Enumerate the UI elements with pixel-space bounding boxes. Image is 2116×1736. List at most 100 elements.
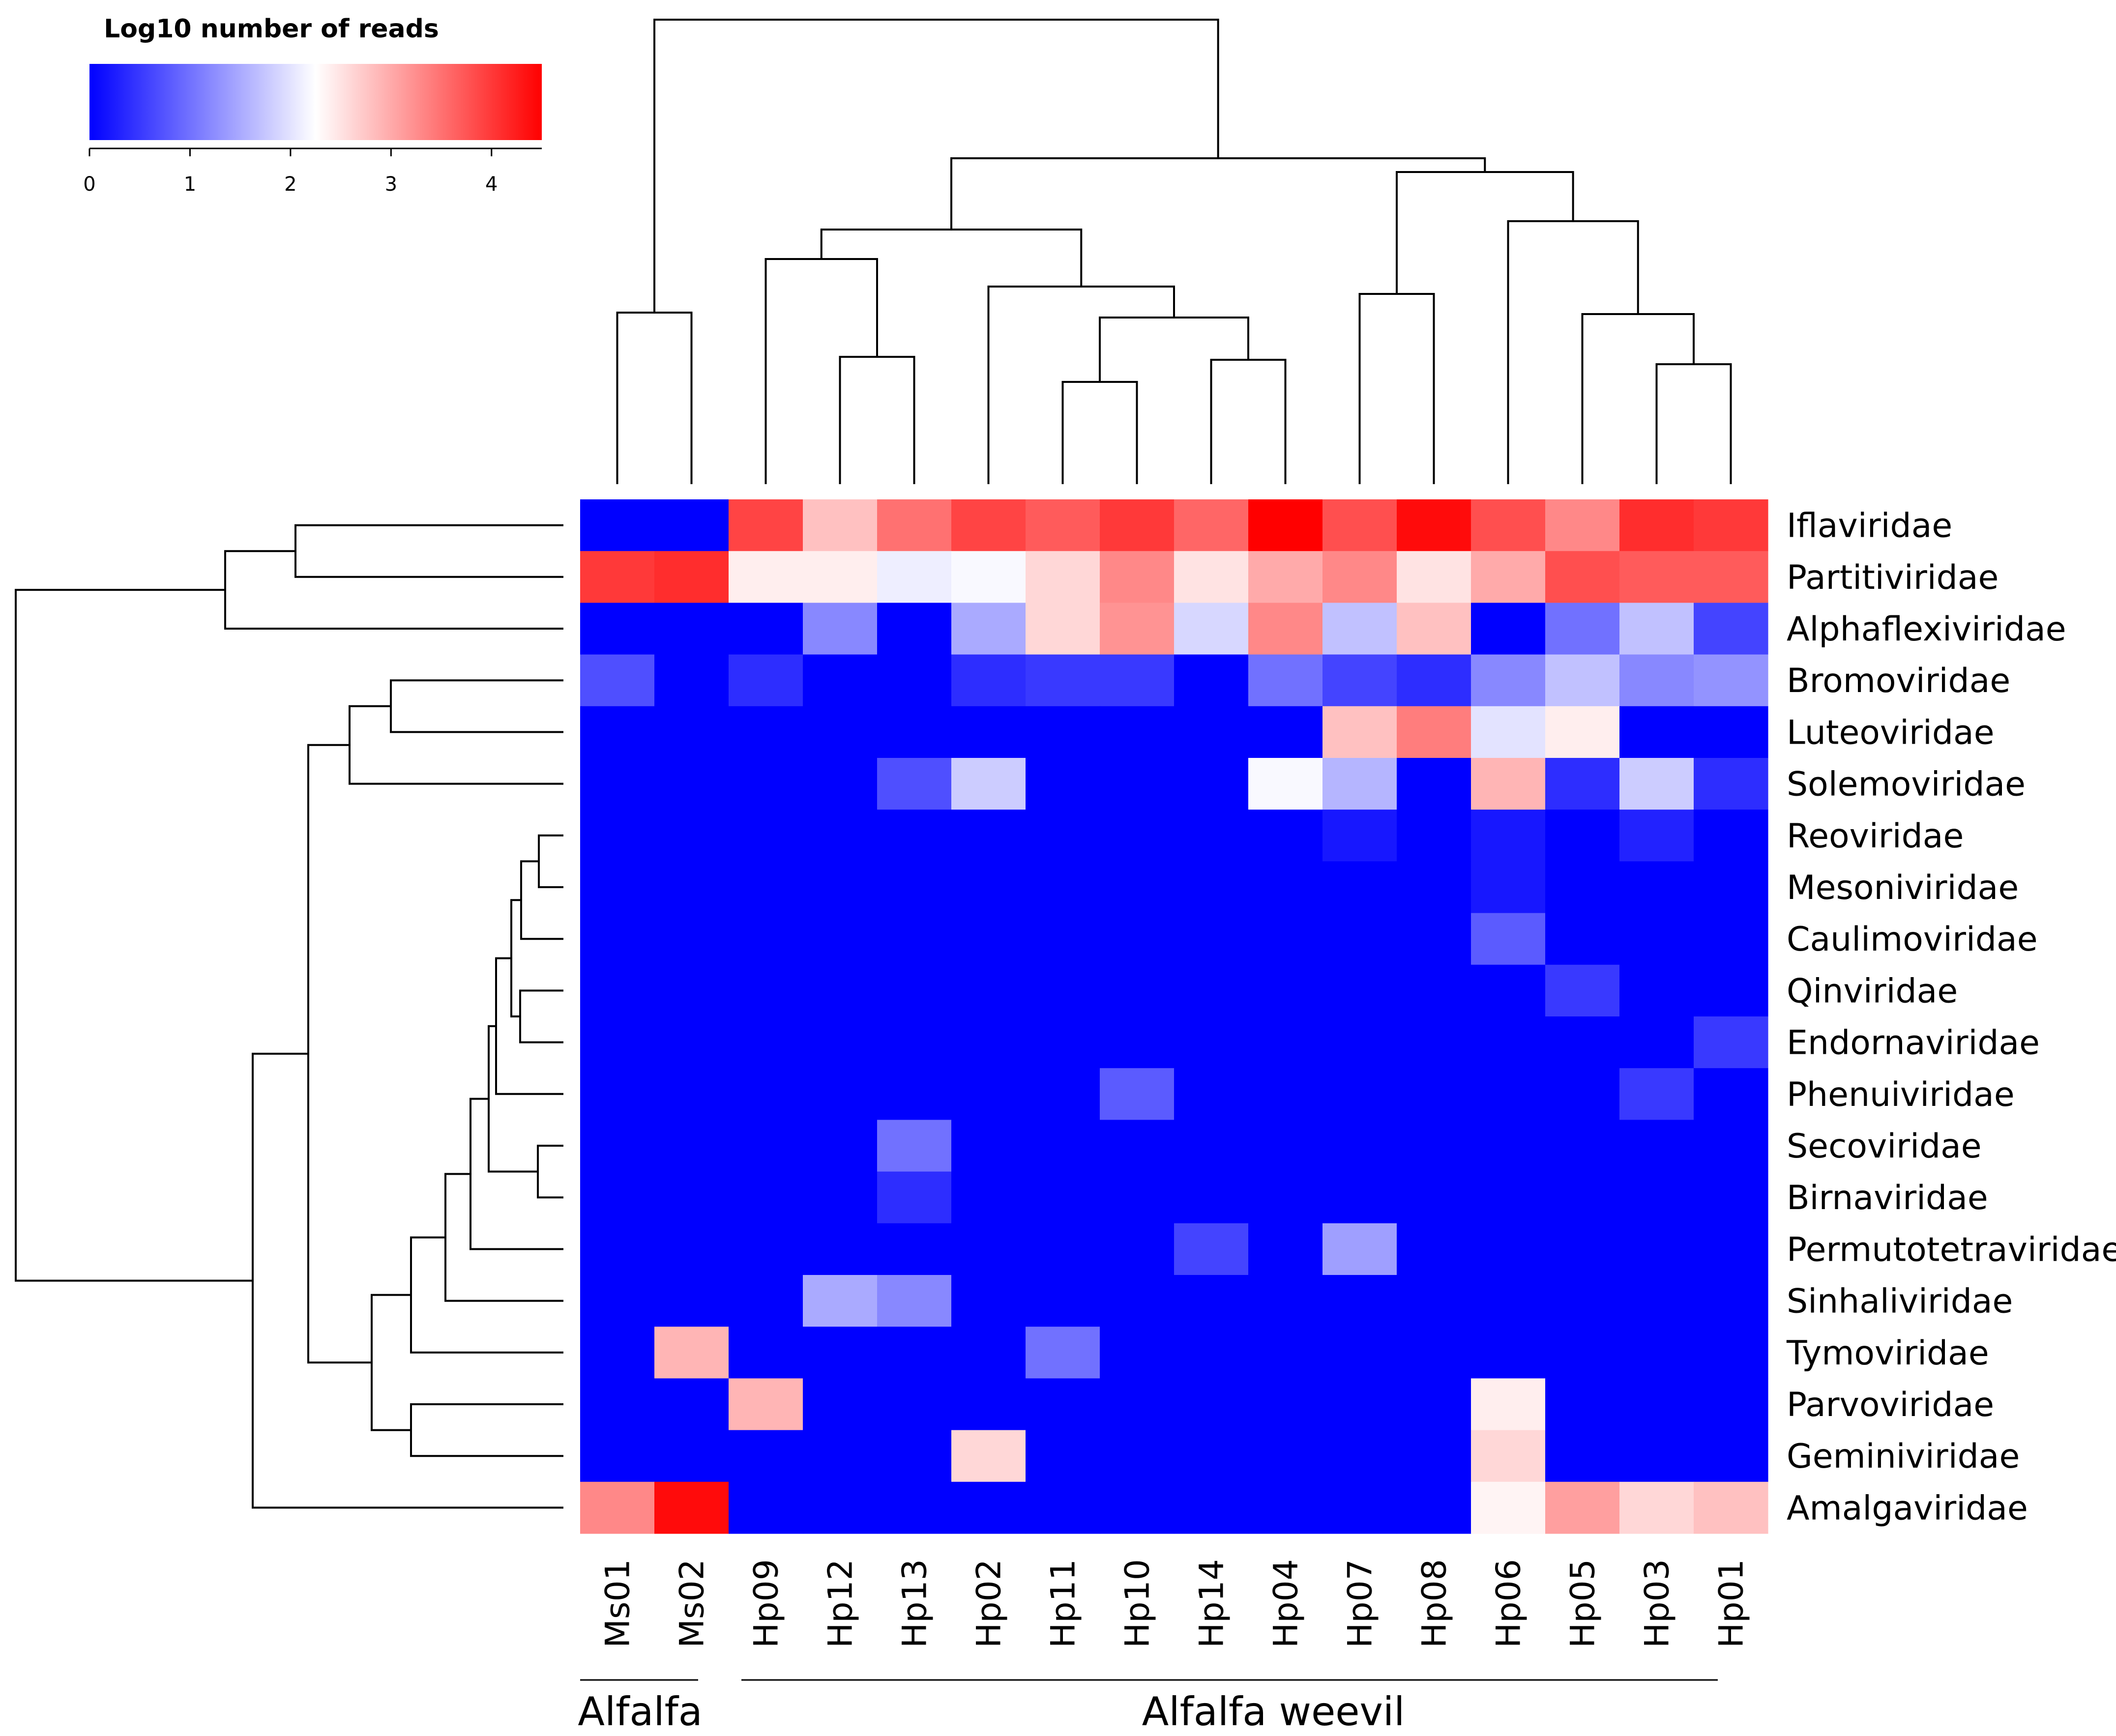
heatmap-cell — [1026, 706, 1100, 758]
heatmap-cell — [1174, 654, 1249, 707]
heatmap-cell — [729, 706, 803, 758]
heatmap-cell — [1619, 1171, 1694, 1224]
heatmap-cell — [729, 861, 803, 914]
heatmap-cell — [803, 1171, 878, 1224]
heatmap-cell — [580, 913, 655, 965]
heatmap-cell — [1694, 654, 1768, 707]
heatmap-cell — [580, 1378, 655, 1431]
heatmap-cell — [1248, 603, 1323, 655]
heatmap-cell — [1248, 1068, 1323, 1120]
heatmap-cell — [580, 964, 655, 1017]
heatmap-cell — [580, 1481, 655, 1534]
column-dendrogram-branch — [1655, 363, 1732, 484]
heatmap-cell — [1322, 654, 1397, 707]
heatmap-cell — [1322, 964, 1397, 1017]
heatmap-cell — [654, 499, 729, 551]
heatmap-cell — [1100, 861, 1175, 914]
column-dendrogram — [616, 19, 1732, 484]
heatmap-cell — [1100, 551, 1175, 603]
heatmap-cell — [1694, 1430, 1768, 1482]
row-label: Amalgaviridae — [1787, 1489, 2028, 1528]
heatmap-cell — [654, 603, 729, 655]
column-label: Hp01 — [1712, 1559, 1751, 1648]
heatmap-cell — [951, 706, 1026, 758]
heatmap-cell — [803, 1430, 878, 1482]
heatmap-cell — [654, 1481, 729, 1534]
heatmap-cell — [951, 603, 1026, 655]
heatmap-cell — [951, 654, 1026, 707]
heatmap-cell — [1397, 654, 1471, 707]
heatmap-cell — [1471, 861, 1546, 914]
heatmap-cell — [1397, 913, 1471, 965]
heatmap-cell — [1174, 964, 1249, 1017]
heatmap-cell — [1619, 551, 1694, 603]
row-label: Geminiviridae — [1787, 1437, 2020, 1476]
heatmap-cell — [580, 1120, 655, 1172]
row-label: Phenuiviridae — [1787, 1075, 2015, 1114]
heatmap-cell — [1026, 1171, 1100, 1224]
row-dendrogram-branch — [410, 1403, 563, 1457]
column-labels: Ms01 Ms02 Hp09 Hp12 Hp13 Hp02 Hp11 Hp10 Hp14 Hp04… — [599, 1559, 1751, 1648]
heatmap-cell — [1694, 1068, 1768, 1120]
heatmap-cell — [654, 1171, 729, 1224]
heatmap-cell — [951, 1378, 1026, 1431]
heatmap-cell — [729, 551, 803, 603]
legend-title: Log10 number of reads — [104, 14, 439, 44]
heatmap-cell — [1619, 1481, 1694, 1534]
heatmap-cell — [1694, 964, 1768, 1017]
heatmap-cell — [1397, 1378, 1471, 1431]
row-dendrogram-branch — [444, 1173, 563, 1302]
heatmap-cell — [1174, 1481, 1249, 1534]
heatmap-cell — [1397, 1120, 1471, 1172]
heatmap-cell — [1397, 861, 1471, 914]
heatmap-cell — [1471, 1068, 1546, 1120]
heatmap-cell — [654, 551, 729, 603]
column-label: Hp08 — [1415, 1559, 1454, 1648]
column-label: Hp12 — [822, 1559, 860, 1648]
heatmap-cell — [877, 1068, 952, 1120]
heatmap-cell — [1322, 861, 1397, 914]
heatmap-cell — [951, 1275, 1026, 1327]
heatmap-cell — [580, 1430, 655, 1482]
row-label: Luteoviridae — [1787, 713, 1995, 752]
heatmap-cell — [1100, 758, 1175, 810]
heatmap-cell — [1026, 551, 1100, 603]
heatmap-cell — [951, 1430, 1026, 1482]
heatmap-cell — [729, 1223, 803, 1275]
heatmap-cell — [877, 603, 952, 655]
heatmap-cell — [1174, 810, 1249, 862]
row-dendrogram-branch — [371, 1294, 411, 1431]
heatmap-cell — [729, 1120, 803, 1172]
heatmap-cell — [1322, 913, 1397, 965]
heatmap-cell — [580, 1223, 655, 1275]
heatmap-cell — [1545, 1016, 1620, 1069]
heatmap-cell — [1100, 1378, 1175, 1431]
heatmap-cell — [1397, 1068, 1471, 1120]
heatmap-cell — [803, 603, 878, 655]
heatmap-cell — [1545, 654, 1620, 707]
heatmap-cell — [1248, 810, 1323, 862]
heatmap-cell — [1174, 1171, 1249, 1224]
heatmap-cell — [729, 964, 803, 1017]
heatmap-cell — [951, 1171, 1026, 1224]
row-label: Birnaviridae — [1787, 1179, 1988, 1217]
heatmap-cell — [1174, 913, 1249, 965]
heatmap-cell — [951, 913, 1026, 965]
heatmap-cell — [1100, 1481, 1175, 1534]
heatmap-cell — [1100, 1120, 1175, 1172]
heatmap-cell — [1545, 861, 1620, 914]
heatmap-cell — [580, 499, 655, 551]
heatmap-cell — [1619, 1327, 1694, 1379]
legend-tick-label: 0 — [83, 173, 95, 196]
heatmap-cell — [1248, 758, 1323, 810]
legend-tick-label: 2 — [284, 173, 296, 196]
heatmap-cell — [951, 758, 1026, 810]
heatmap-cell — [1100, 1275, 1175, 1327]
heatmap-cell — [1619, 913, 1694, 965]
heatmap-cell — [1619, 964, 1694, 1017]
column-label: Hp07 — [1341, 1559, 1380, 1648]
row-labels: Iflaviridae Partitiviridae Alphaflexivirid… — [1786, 507, 2116, 1528]
column-label: Hp05 — [1564, 1559, 1603, 1648]
heatmap-cell — [1026, 861, 1100, 914]
heatmap-cell — [1397, 758, 1471, 810]
